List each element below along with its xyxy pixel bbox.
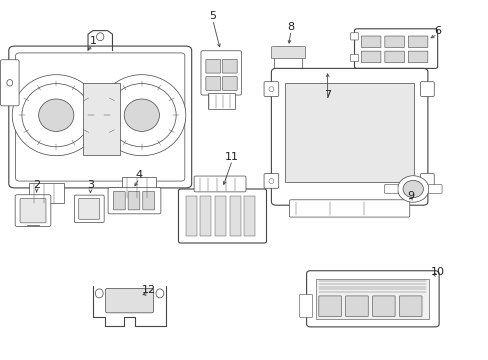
Ellipse shape — [124, 99, 159, 131]
FancyBboxPatch shape — [350, 54, 358, 62]
FancyBboxPatch shape — [20, 198, 46, 223]
FancyBboxPatch shape — [350, 33, 358, 40]
Ellipse shape — [98, 75, 185, 156]
FancyBboxPatch shape — [222, 77, 237, 90]
Ellipse shape — [268, 87, 273, 92]
FancyBboxPatch shape — [244, 196, 255, 236]
Ellipse shape — [39, 99, 74, 131]
FancyBboxPatch shape — [271, 47, 305, 59]
FancyBboxPatch shape — [384, 185, 397, 193]
Text: 12: 12 — [142, 285, 156, 295]
FancyBboxPatch shape — [264, 82, 278, 96]
FancyBboxPatch shape — [205, 59, 220, 73]
Text: 2: 2 — [33, 180, 40, 190]
FancyBboxPatch shape — [420, 174, 433, 188]
FancyBboxPatch shape — [299, 294, 312, 318]
Text: 4: 4 — [136, 170, 142, 180]
Text: 9: 9 — [407, 191, 413, 201]
FancyBboxPatch shape — [79, 198, 100, 219]
FancyBboxPatch shape — [264, 174, 278, 188]
FancyBboxPatch shape — [113, 192, 125, 210]
FancyBboxPatch shape — [215, 196, 225, 236]
Ellipse shape — [95, 289, 103, 298]
FancyBboxPatch shape — [9, 46, 191, 188]
FancyBboxPatch shape — [207, 93, 234, 109]
Text: 11: 11 — [225, 152, 239, 162]
FancyBboxPatch shape — [205, 77, 220, 90]
FancyBboxPatch shape — [83, 83, 120, 155]
Text: 10: 10 — [430, 267, 444, 277]
FancyBboxPatch shape — [361, 51, 380, 63]
Ellipse shape — [12, 75, 100, 156]
FancyBboxPatch shape — [318, 296, 341, 316]
FancyBboxPatch shape — [16, 53, 184, 181]
FancyBboxPatch shape — [354, 29, 437, 68]
Ellipse shape — [156, 289, 163, 298]
FancyBboxPatch shape — [384, 51, 404, 63]
FancyBboxPatch shape — [0, 60, 19, 106]
FancyBboxPatch shape — [178, 189, 266, 243]
FancyBboxPatch shape — [427, 185, 441, 193]
FancyBboxPatch shape — [15, 195, 51, 226]
FancyBboxPatch shape — [420, 82, 433, 96]
FancyBboxPatch shape — [372, 296, 394, 316]
Text: 5: 5 — [209, 11, 216, 21]
Ellipse shape — [7, 80, 13, 86]
FancyBboxPatch shape — [345, 296, 367, 316]
FancyBboxPatch shape — [316, 279, 428, 319]
FancyBboxPatch shape — [128, 192, 140, 210]
Ellipse shape — [96, 33, 103, 41]
FancyBboxPatch shape — [384, 36, 404, 48]
FancyBboxPatch shape — [105, 288, 153, 313]
Ellipse shape — [22, 84, 90, 147]
FancyBboxPatch shape — [201, 51, 241, 95]
Ellipse shape — [268, 179, 273, 184]
Text: 8: 8 — [287, 22, 294, 32]
FancyBboxPatch shape — [222, 59, 237, 73]
FancyBboxPatch shape — [29, 183, 63, 203]
FancyBboxPatch shape — [274, 47, 302, 73]
FancyBboxPatch shape — [122, 177, 156, 198]
FancyBboxPatch shape — [285, 83, 413, 182]
Ellipse shape — [107, 84, 176, 147]
FancyBboxPatch shape — [407, 36, 427, 48]
FancyBboxPatch shape — [185, 196, 196, 236]
FancyBboxPatch shape — [407, 51, 427, 63]
Ellipse shape — [402, 180, 423, 198]
FancyBboxPatch shape — [306, 271, 438, 327]
Ellipse shape — [397, 176, 428, 202]
Text: 3: 3 — [87, 180, 94, 190]
FancyBboxPatch shape — [229, 196, 240, 236]
Text: 1: 1 — [89, 36, 96, 46]
FancyBboxPatch shape — [271, 68, 427, 205]
FancyBboxPatch shape — [194, 176, 245, 192]
FancyBboxPatch shape — [142, 192, 154, 210]
FancyBboxPatch shape — [399, 296, 421, 316]
Text: 7: 7 — [324, 90, 330, 100]
FancyBboxPatch shape — [74, 195, 104, 222]
FancyBboxPatch shape — [361, 36, 380, 48]
Text: 6: 6 — [433, 26, 440, 36]
FancyBboxPatch shape — [200, 196, 211, 236]
FancyBboxPatch shape — [289, 200, 409, 217]
FancyBboxPatch shape — [108, 188, 161, 214]
